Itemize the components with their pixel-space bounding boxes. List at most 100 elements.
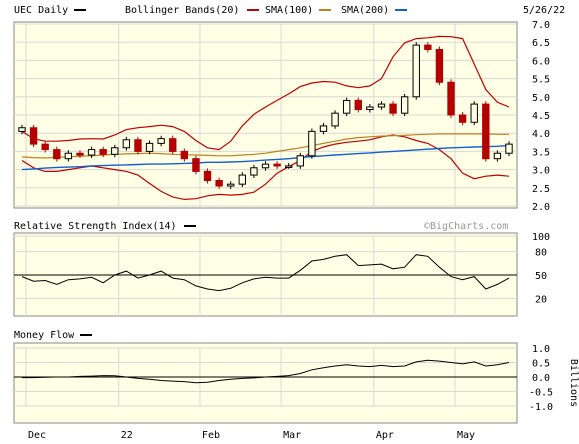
candle-body: [29, 127, 38, 145]
candle-body: [412, 44, 420, 98]
candle-body: [366, 106, 374, 111]
x-tick-label: Apr: [376, 430, 394, 441]
rsi-series: [21, 254, 510, 292]
y-tick-label: 20: [535, 294, 547, 305]
candle-body: [354, 99, 362, 111]
candle-body: [227, 183, 235, 187]
price-grid: [14, 23, 517, 207]
chart-date: 5/26/22: [523, 5, 565, 16]
x-tick-label: May: [457, 430, 475, 441]
rsi-axis: 100 80 50 20: [532, 232, 550, 305]
candle-body: [273, 163, 281, 167]
candle-body: [76, 152, 84, 156]
money-flow-axis: 1.0 0.5 0.0 -0.5 -1.0: [529, 344, 553, 413]
candle-body: [111, 147, 119, 155]
candle-body: [342, 99, 351, 114]
candle-body: [331, 112, 339, 127]
candle-body: [458, 114, 467, 123]
price-header: UEC Daily Bollinger Bands(20) SMA(100) S…: [14, 5, 565, 16]
x-tick-label: Feb: [202, 430, 220, 441]
candle-body: [99, 149, 107, 155]
y-tick-label: 6.5: [532, 38, 550, 49]
money-flow-ylabel: Billions: [568, 359, 579, 407]
y-tick-label: 50: [535, 271, 547, 282]
candle-body: [157, 138, 165, 144]
y-tick-label: 5.0: [532, 93, 550, 104]
candle-body: [424, 44, 432, 50]
candle-body: [169, 138, 177, 152]
candle-body: [238, 174, 246, 185]
candle-body: [180, 150, 189, 160]
y-tick-label: 0.5: [532, 359, 550, 370]
money-flow-title: Money Flow: [14, 330, 75, 341]
candle-body: [215, 180, 223, 187]
x-tick-label: Mar: [283, 430, 301, 441]
candle-body: [400, 96, 409, 114]
bollinger-upper-line: [21, 35, 510, 151]
candle-body: [389, 103, 397, 114]
x-tick-label: 22: [121, 430, 133, 441]
candle-body: [493, 152, 502, 160]
y-tick-label: 100: [532, 232, 550, 243]
money-flow-grid: [14, 347, 517, 407]
ticker-label: UEC Daily: [14, 5, 68, 16]
price-panel: 7.0 6.5 6.0 5.5 5.0 4.5 4.0 3.5 3.0 2.5 2.0: [13, 20, 550, 213]
bollinger-lower-line: [21, 134, 510, 201]
money-flow-panel-background: [13, 342, 518, 424]
candle-body: [319, 125, 328, 132]
rsi-panel: Relative Strength Index(14) ©BigCharts.c…: [13, 221, 550, 317]
rsi-grid: [14, 235, 517, 314]
candle-body: [18, 127, 26, 132]
y-tick-label: 4.0: [532, 129, 550, 140]
y-tick-label: 80: [535, 248, 547, 259]
candle-body: [122, 139, 131, 149]
candle-body: [87, 149, 96, 156]
sma200-line: [21, 144, 510, 171]
candle-body: [53, 149, 61, 160]
candle-body: [203, 170, 212, 182]
candle-body: [308, 130, 316, 157]
price-candles: [18, 42, 513, 189]
candle-body: [505, 143, 513, 154]
candle-body: [285, 165, 293, 168]
y-tick-label: 7.0: [532, 20, 550, 31]
money-flow-panel: Money Flow 1.0 0.5 0.0 -0.5 -1.0 Billions: [13, 330, 579, 424]
y-tick-label: 0.0: [532, 373, 550, 384]
candle-body: [470, 103, 478, 123]
x-tick-label: Dec: [28, 430, 46, 441]
candle-body: [482, 103, 490, 160]
y-tick-label: 5.5: [532, 75, 550, 86]
y-tick-label: 1.0: [532, 344, 550, 355]
rsi-line: [21, 254, 510, 292]
candle-body: [134, 139, 142, 152]
price-axis: 7.0 6.5 6.0 5.5 5.0 4.5 4.0 3.5 3.0 2.5 2.0: [532, 20, 550, 213]
y-tick-label: 2.5: [532, 184, 550, 195]
y-tick-label: 4.5: [532, 111, 550, 122]
candle-body: [64, 152, 73, 160]
candle-body: [296, 155, 304, 167]
candle-body: [377, 103, 386, 108]
y-tick-label: -0.5: [529, 388, 553, 399]
money-flow-series: [22, 359, 510, 384]
candle-body: [41, 143, 49, 151]
rsi-title: Relative Strength Index(14): [14, 221, 177, 232]
candle-body: [261, 163, 270, 169]
sma100-label: SMA(100): [265, 5, 313, 16]
watermark: ©BigCharts.com: [424, 221, 508, 232]
y-tick-label: -1.0: [529, 402, 553, 413]
y-tick-label: 3.5: [532, 147, 550, 158]
bollinger-label: Bollinger Bands(20): [125, 5, 239, 16]
x-axis-labels: Dec 22 Feb Mar Apr May: [28, 430, 475, 441]
y-tick-label: 6.0: [532, 56, 550, 67]
sma200-label: SMA(200): [341, 5, 389, 16]
y-tick-label: 3.0: [532, 166, 550, 177]
candle-body: [447, 81, 455, 116]
candle-body: [145, 142, 154, 152]
candle-body: [192, 158, 200, 172]
candle-body: [250, 167, 258, 176]
money-flow-line: [22, 359, 510, 384]
y-tick-label: 2.0: [532, 202, 550, 213]
candle-body: [435, 48, 444, 83]
